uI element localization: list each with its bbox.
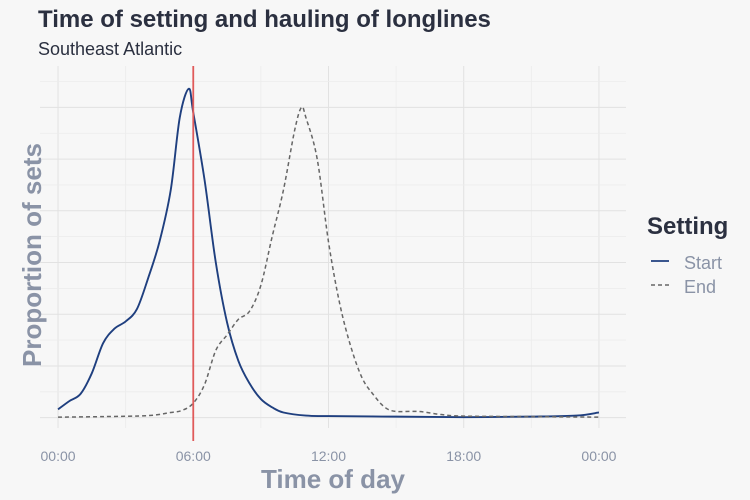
chart-title: Time of setting and hauling of longlines [38,6,491,33]
series-layer [57,87,600,419]
legend-label-end: End [684,277,716,297]
x-tick-label: 00:00 [41,448,76,464]
x-tick-label: 06:00 [176,448,211,464]
x-tick-labels: 00:00 06:00 12:00 18:00 00:00 [41,448,617,464]
chart-subtitle: Southeast Atlantic [38,39,182,59]
legend-entry-end: End [651,277,716,297]
x-tick-label: 12:00 [311,448,346,464]
grid [40,66,626,428]
x-tick-label: 18:00 [446,448,481,464]
legend-entry-start: Start [651,253,722,273]
plot-area: 00:00 06:00 12:00 18:00 00:00 [40,66,626,464]
x-axis-title: Time of day [261,464,406,494]
x-tick-label: 00:00 [581,448,616,464]
legend-title: Setting [647,213,728,240]
y-axis-title: Proportion of sets [17,143,47,367]
series-line-start [57,87,600,419]
series-line-end [58,106,599,418]
legend: Setting Start End [647,213,728,297]
legend-label-start: Start [684,253,722,273]
